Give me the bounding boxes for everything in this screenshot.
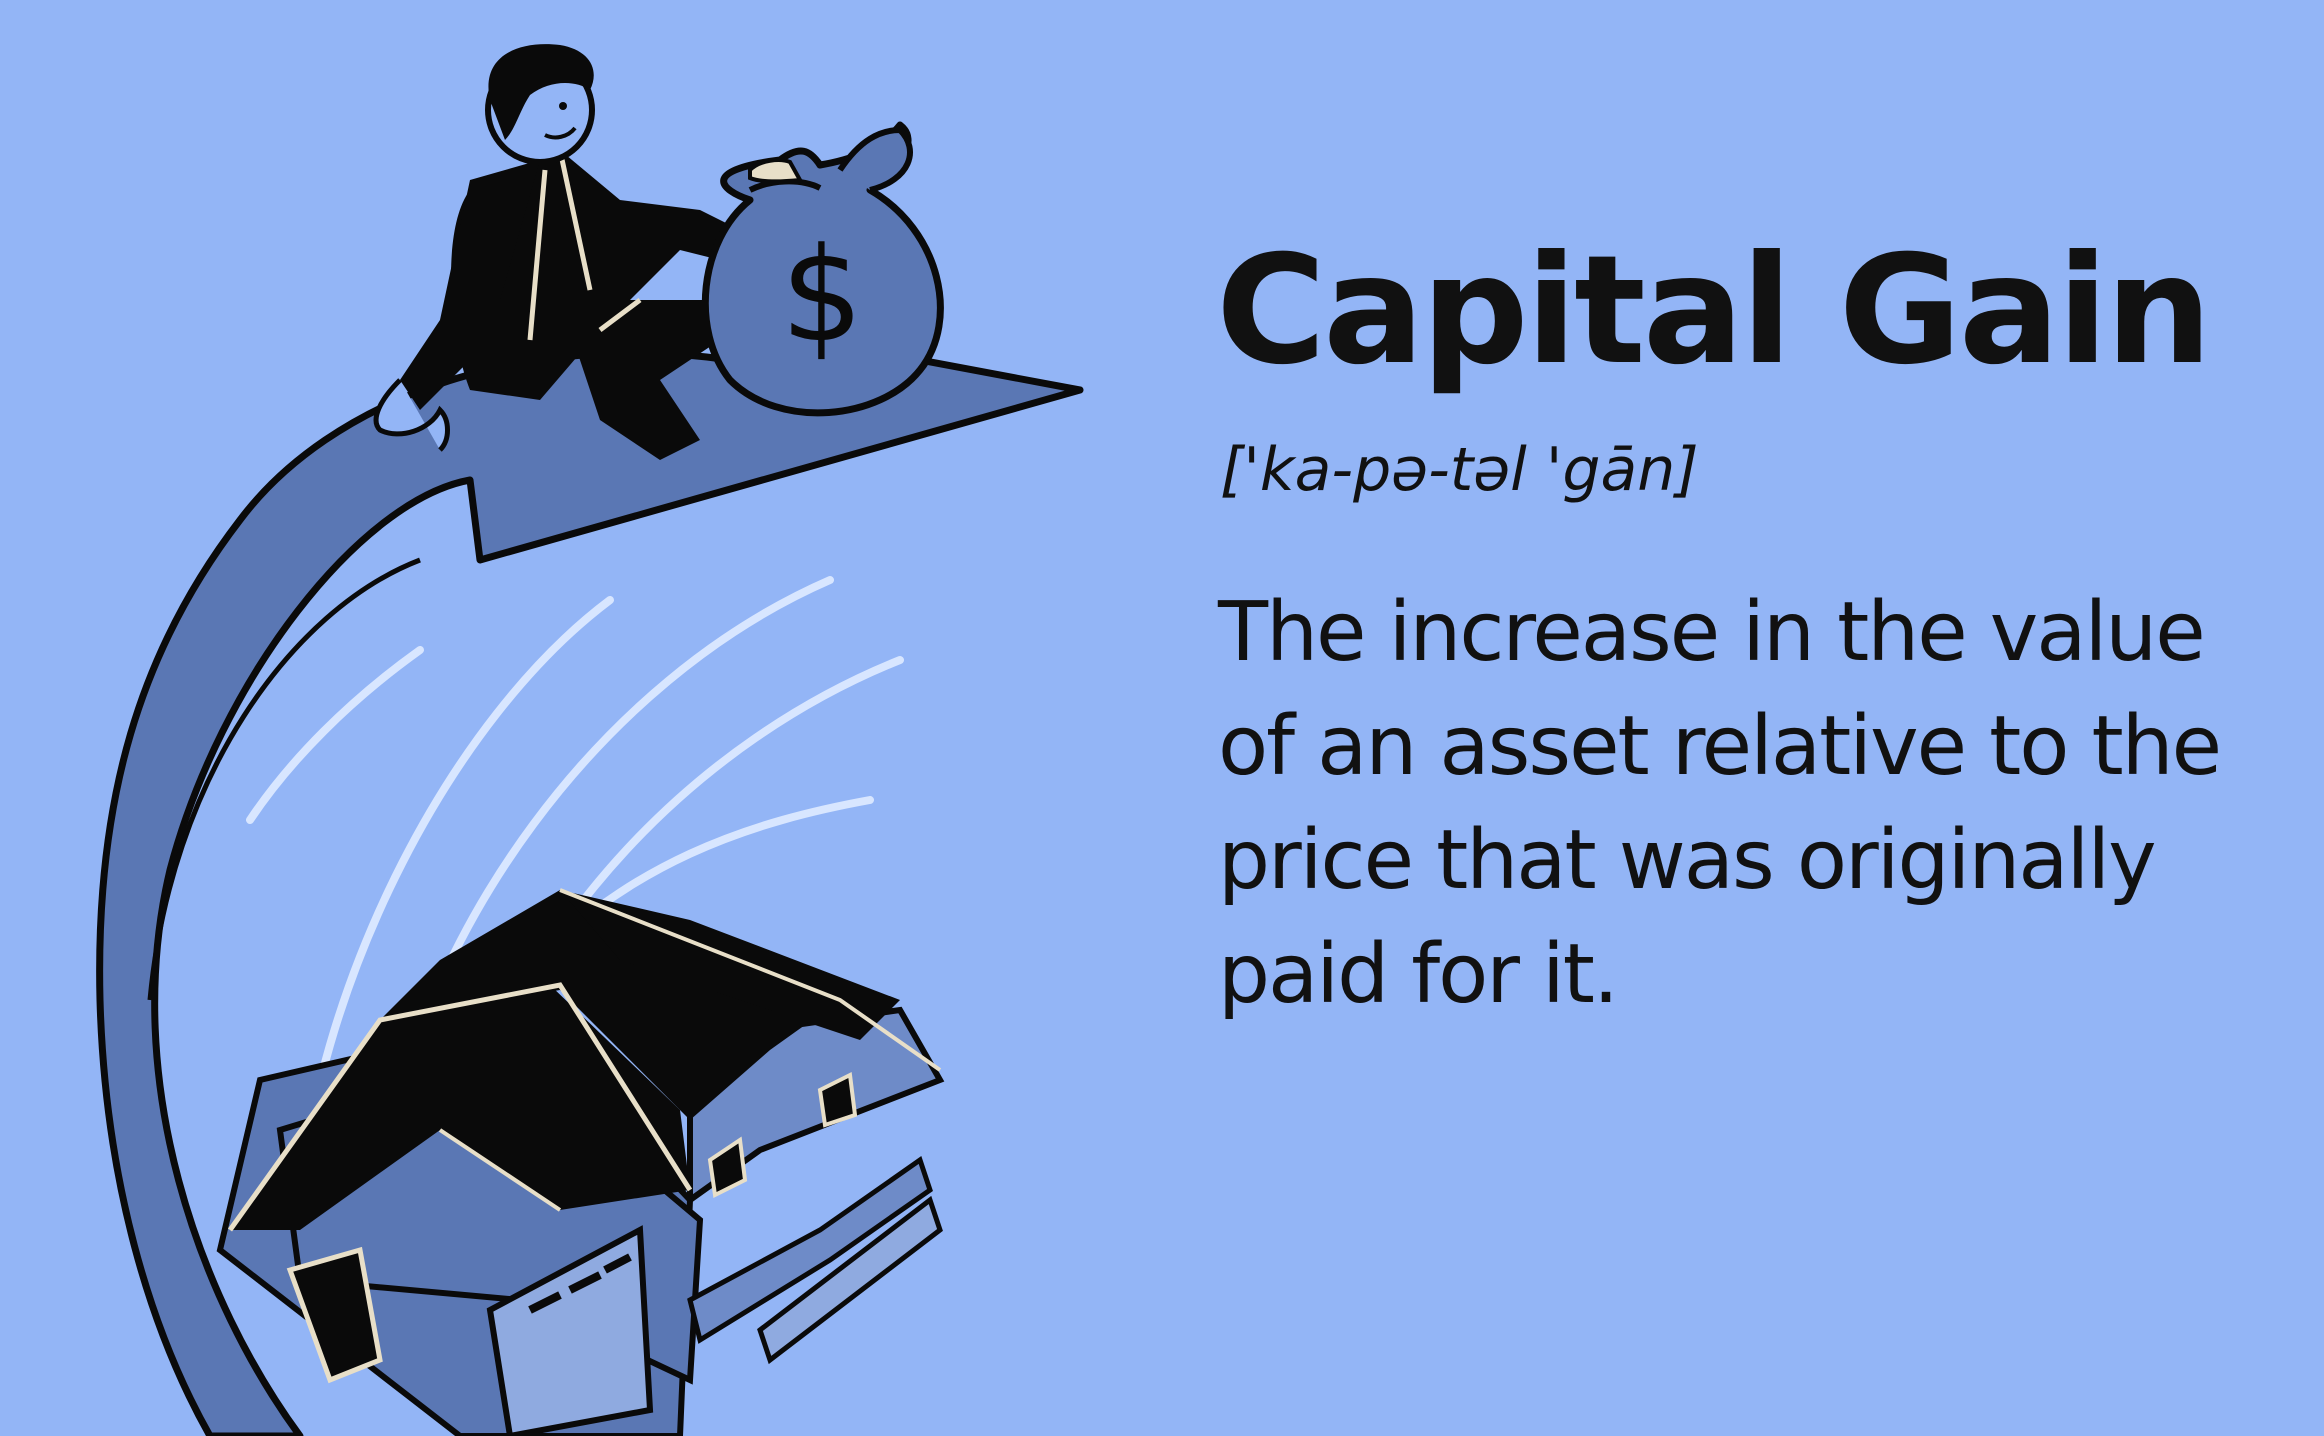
pronunciation: ['ka-pə-təl 'gān]	[1220, 435, 1699, 505]
capital-gain-illustration: $	[0, 0, 1130, 1436]
money-bag-icon: $	[701, 121, 944, 417]
garage-icon	[486, 1225, 654, 1436]
businessman-icon	[373, 44, 740, 460]
house-icon	[216, 888, 945, 1436]
dollar-sign-icon: $	[781, 219, 864, 371]
definition-text: The increase in the value of an asset re…	[1218, 585, 2222, 1022]
term-title: Capital Gain	[1216, 224, 2212, 398]
definition-card: Capital Gain ['ka-pə-təl 'gān] The incre…	[1216, 236, 2276, 1032]
